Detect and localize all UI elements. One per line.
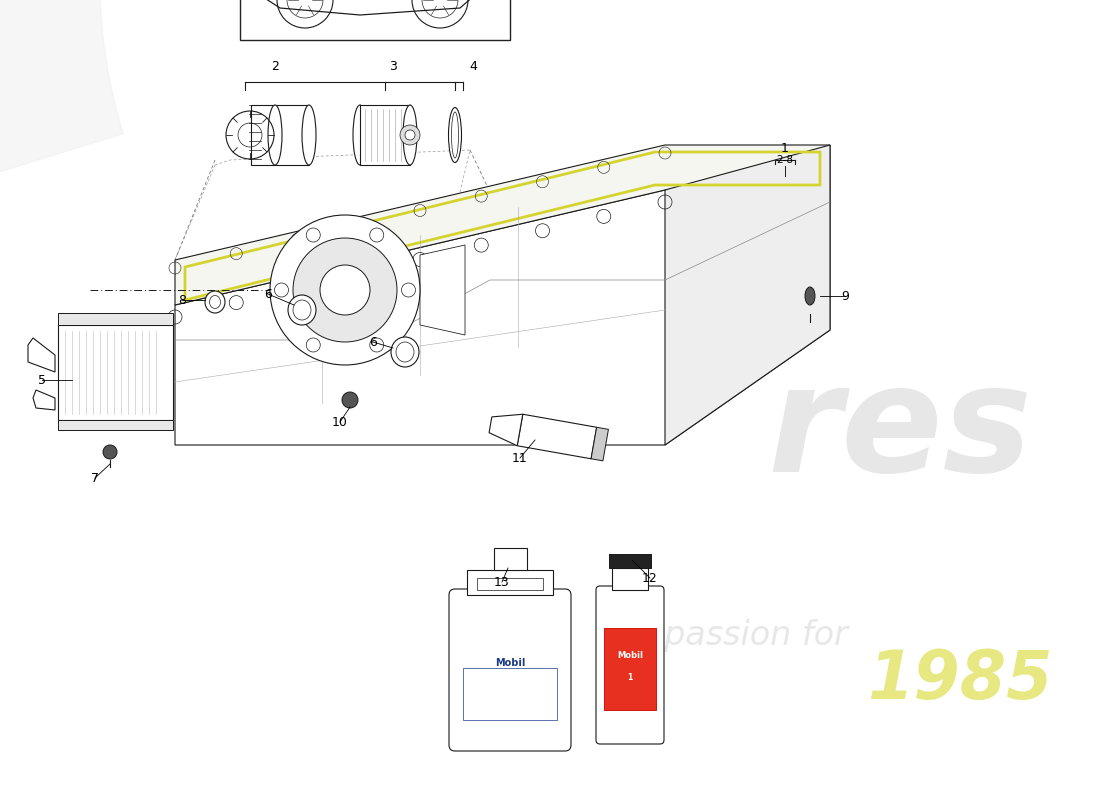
Text: Mobil: Mobil	[617, 650, 643, 659]
Ellipse shape	[353, 105, 367, 165]
Polygon shape	[666, 145, 830, 445]
Bar	[604, 627, 656, 710]
Text: 3: 3	[389, 60, 397, 73]
Text: 1985: 1985	[867, 647, 1053, 713]
Text: res: res	[768, 358, 1033, 502]
Text: 2-8: 2-8	[777, 155, 793, 165]
Ellipse shape	[449, 107, 462, 162]
Text: 9: 9	[842, 290, 849, 302]
Circle shape	[320, 265, 370, 315]
FancyBboxPatch shape	[596, 586, 664, 744]
Polygon shape	[33, 390, 55, 410]
Text: 11: 11	[513, 451, 528, 465]
Bar	[609, 554, 651, 568]
Bar	[468, 570, 553, 595]
Ellipse shape	[302, 105, 316, 165]
Polygon shape	[175, 145, 830, 305]
Bar	[58, 313, 173, 325]
Ellipse shape	[396, 342, 414, 362]
Ellipse shape	[205, 291, 225, 313]
Circle shape	[405, 130, 415, 140]
Text: 12: 12	[642, 571, 658, 585]
Polygon shape	[517, 414, 596, 458]
Text: 8: 8	[178, 294, 186, 306]
Bar	[477, 578, 543, 590]
Polygon shape	[175, 190, 830, 445]
Polygon shape	[28, 338, 55, 372]
Text: 13: 13	[494, 575, 510, 589]
Ellipse shape	[390, 337, 419, 367]
Ellipse shape	[805, 287, 815, 305]
Ellipse shape	[451, 112, 459, 158]
Bar	[240, 0, 510, 40]
Ellipse shape	[288, 295, 316, 325]
Circle shape	[293, 238, 397, 342]
Text: 4: 4	[469, 60, 477, 73]
Polygon shape	[0, 0, 1100, 193]
Ellipse shape	[403, 105, 417, 165]
Text: 5: 5	[39, 374, 46, 386]
Bar	[612, 568, 648, 590]
Polygon shape	[591, 427, 608, 461]
Polygon shape	[420, 245, 465, 335]
Bar	[58, 420, 173, 430]
Bar	[463, 667, 557, 720]
Text: 1: 1	[627, 674, 632, 682]
Ellipse shape	[293, 300, 311, 320]
Bar	[251, 105, 309, 165]
Circle shape	[270, 215, 420, 365]
Text: 10: 10	[332, 415, 348, 429]
Text: 1: 1	[781, 142, 789, 155]
Bar	[360, 105, 410, 165]
Circle shape	[400, 125, 420, 145]
Text: 6: 6	[370, 335, 377, 349]
Text: 6: 6	[264, 287, 272, 301]
Bar	[494, 548, 527, 570]
Text: 2: 2	[271, 60, 279, 73]
FancyBboxPatch shape	[449, 589, 571, 751]
Text: a passion for: a passion for	[632, 618, 847, 651]
Ellipse shape	[268, 105, 282, 165]
Circle shape	[103, 445, 117, 459]
Bar	[58, 325, 173, 420]
Text: Mobil: Mobil	[495, 658, 525, 667]
Polygon shape	[490, 414, 522, 446]
Text: 7: 7	[91, 471, 99, 485]
Ellipse shape	[209, 295, 220, 309]
Circle shape	[342, 392, 358, 408]
Text: eur: eur	[478, 227, 761, 373]
